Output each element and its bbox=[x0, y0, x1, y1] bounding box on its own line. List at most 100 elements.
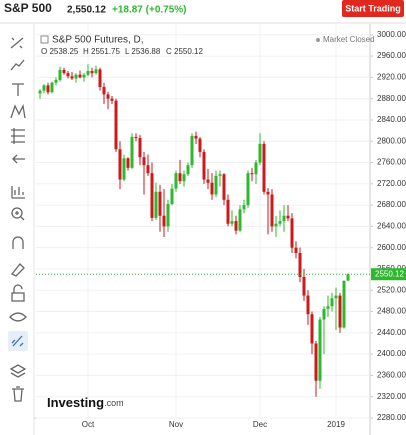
candle-body bbox=[94, 69, 98, 74]
x-tick-label: Nov bbox=[169, 420, 183, 429]
candle-body bbox=[98, 69, 102, 87]
candle-body bbox=[214, 175, 218, 195]
logo-suffix: .com bbox=[104, 398, 124, 408]
price: 2,550.12 bbox=[67, 5, 106, 16]
tool-fib[interactable] bbox=[11, 128, 25, 144]
y-tick-label: 2600.00 bbox=[377, 243, 406, 252]
candles bbox=[36, 64, 370, 397]
candle-body bbox=[270, 194, 274, 227]
tool-magnet[interactable] bbox=[12, 236, 24, 249]
grid bbox=[36, 24, 370, 419]
tool-lock-shackle[interactable] bbox=[13, 284, 23, 293]
candle-body bbox=[182, 174, 186, 182]
legend-low: L 2536.88 bbox=[125, 47, 161, 56]
candle-body bbox=[146, 165, 150, 174]
candle-body bbox=[206, 179, 210, 183]
market-status: Market Closed bbox=[323, 35, 375, 44]
candle-body bbox=[222, 174, 226, 200]
legend-high: H 2551.75 bbox=[83, 47, 120, 56]
candle-body bbox=[86, 70, 90, 75]
candle-body bbox=[330, 298, 334, 307]
candle-body bbox=[58, 69, 62, 81]
candle-body bbox=[158, 191, 162, 216]
y-tick-label: 2840.00 bbox=[377, 115, 406, 124]
candle-body bbox=[238, 209, 242, 231]
tool-link[interactable] bbox=[11, 335, 24, 347]
candle-body bbox=[142, 157, 146, 166]
candle-body bbox=[210, 182, 214, 195]
candle-body bbox=[262, 143, 266, 192]
candle-body bbox=[326, 306, 330, 309]
legend-open: O 2538.25 bbox=[41, 47, 79, 56]
tool-measure[interactable] bbox=[11, 186, 25, 199]
candle-body bbox=[194, 135, 198, 139]
tool-layers[interactable] bbox=[9, 364, 27, 378]
tool-pencil[interactable] bbox=[10, 263, 25, 277]
y-tick-label: 2520.00 bbox=[377, 285, 406, 294]
candle-body bbox=[338, 295, 342, 328]
tool-zoom-handle[interactable] bbox=[15, 211, 25, 221]
tool-trendline[interactable] bbox=[10, 37, 24, 49]
tool-trash[interactable] bbox=[12, 386, 24, 402]
start-trading-button[interactable] bbox=[342, 0, 404, 17]
candle-body bbox=[114, 100, 118, 150]
toolbar bbox=[0, 24, 34, 435]
logo-name: Investing bbox=[47, 395, 104, 410]
candle-body bbox=[314, 343, 318, 381]
candle-body bbox=[162, 215, 166, 227]
tool-lock[interactable] bbox=[11, 292, 25, 302]
candle-body bbox=[190, 135, 194, 166]
candle-body bbox=[250, 173, 254, 175]
tool-eye[interactable] bbox=[9, 312, 27, 322]
candle-body bbox=[130, 136, 134, 168]
start-trading-label[interactable]: Start Trading bbox=[345, 3, 401, 13]
candle-body bbox=[294, 247, 298, 254]
candle-body bbox=[242, 205, 246, 210]
legend-toggle[interactable] bbox=[40, 35, 49, 44]
tool-back[interactable] bbox=[12, 154, 25, 164]
candle-body bbox=[186, 165, 190, 175]
tool-zoom[interactable] bbox=[11, 207, 23, 219]
symbol: S&P 500 bbox=[4, 1, 52, 15]
y-tick-label: 2880.00 bbox=[377, 94, 406, 103]
candle-body bbox=[42, 85, 46, 91]
candle-body bbox=[138, 138, 142, 158]
candle-body bbox=[178, 173, 182, 182]
y-tick-label: 2920.00 bbox=[377, 72, 406, 81]
candle-body bbox=[246, 173, 250, 206]
x-tick-label: 2019 bbox=[327, 420, 345, 429]
toolbar-icons[interactable] bbox=[8, 37, 28, 402]
y-tick-label: 2760.00 bbox=[377, 158, 406, 167]
candle-body bbox=[298, 253, 302, 277]
y-tick-label: 2680.00 bbox=[377, 200, 406, 209]
x-tick-label: Dec bbox=[253, 420, 267, 429]
candle-body bbox=[154, 191, 158, 218]
x-tick-label: Oct bbox=[82, 420, 95, 429]
candle-body bbox=[202, 151, 206, 180]
tool-pattern[interactable] bbox=[10, 103, 26, 119]
legend-name: S&P 500 Futures, D, bbox=[52, 35, 144, 46]
candle-body bbox=[334, 295, 338, 299]
change: +18.87 (+0.75%) bbox=[112, 5, 187, 16]
candle-body bbox=[230, 221, 234, 224]
candle-body bbox=[310, 314, 314, 344]
candle-body bbox=[218, 174, 222, 176]
candle-body bbox=[278, 221, 282, 224]
logo: Investing.com bbox=[47, 395, 124, 410]
candle-body bbox=[306, 295, 310, 315]
y-tick-label: 2400.00 bbox=[377, 349, 406, 358]
candle-body bbox=[82, 74, 86, 78]
y-tick-label: 2440.00 bbox=[377, 328, 406, 337]
y-tick-label: 2280.00 bbox=[377, 413, 406, 422]
candle-body bbox=[174, 173, 178, 189]
candle-body bbox=[286, 215, 290, 219]
candle-body bbox=[54, 80, 58, 83]
candle-body bbox=[166, 204, 170, 227]
tool-brush[interactable] bbox=[10, 59, 25, 71]
tool-text[interactable] bbox=[12, 83, 24, 96]
last-price-label: 2550.12 bbox=[375, 269, 404, 278]
candle-body bbox=[346, 274, 350, 281]
